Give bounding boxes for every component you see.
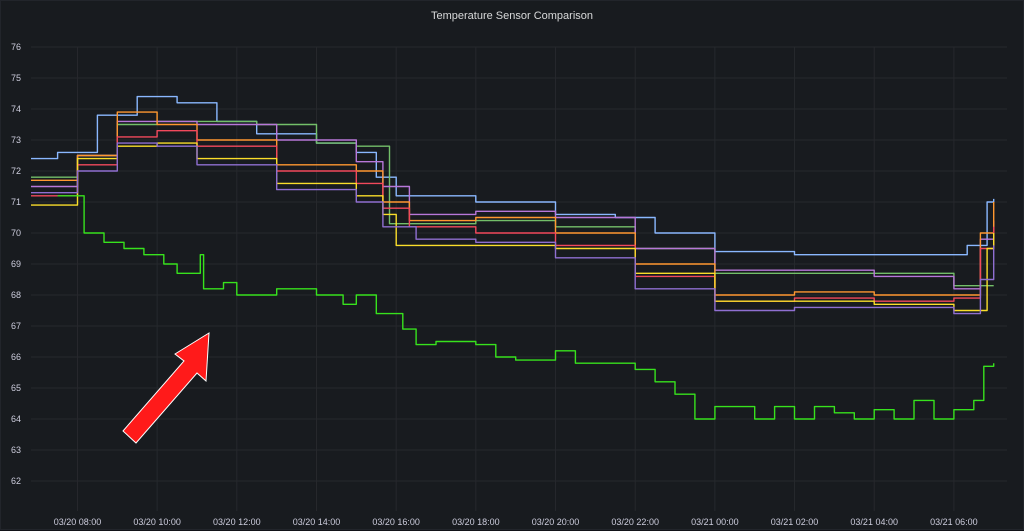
x-tick-label: 03/20 16:00 <box>372 517 420 527</box>
y-tick-label: 73 <box>11 135 21 145</box>
series-line-3 <box>31 120 995 290</box>
x-tick-label: 03/20 20:00 <box>532 517 580 527</box>
x-tick-label: 03/21 04:00 <box>850 517 898 527</box>
y-tick-label: 70 <box>11 228 21 238</box>
series-line-7 <box>31 142 995 315</box>
x-tick-label: 03/20 10:00 <box>133 517 181 527</box>
y-tick-label: 76 <box>11 42 21 52</box>
y-tick-label: 62 <box>11 476 21 486</box>
series-line-1 <box>31 95 995 256</box>
annotation-arrow <box>122 332 210 444</box>
y-axis-ticks: 62 63 64 65 66 67 68 69 70 71 72 73 74 75 76 <box>11 42 21 486</box>
x-tick-label: 03/20 22:00 <box>611 517 659 527</box>
series-line-4 <box>31 111 995 296</box>
y-tick-label: 69 <box>11 259 21 269</box>
x-axis-ticks: 03/20 08:00 03/20 10:00 03/20 12:00 03/20 1… <box>54 517 978 527</box>
chart-title: Temperature Sensor Comparison <box>430 10 594 22</box>
red-arrow-icon <box>122 332 210 444</box>
y-tick-label: 75 <box>11 73 21 83</box>
y-tick-label: 71 <box>11 197 21 207</box>
y-tick-label: 64 <box>11 414 21 424</box>
grid-lines <box>31 46 1007 511</box>
y-tick-label: 74 <box>11 104 21 114</box>
series-lines <box>31 95 995 420</box>
y-tick-label: 72 <box>11 166 21 176</box>
x-tick-label: 03/20 14:00 <box>293 517 341 527</box>
y-tick-label: 66 <box>11 352 21 362</box>
series-line-5 <box>31 130 995 302</box>
x-tick-label: 03/20 12:00 <box>213 517 261 527</box>
x-tick-label: 03/21 02:00 <box>771 517 819 527</box>
x-tick-label: 03/20 08:00 <box>54 517 102 527</box>
series-line-6 <box>31 142 995 312</box>
y-tick-label: 63 <box>11 445 21 455</box>
y-tick-label: 67 <box>11 321 21 331</box>
x-tick-label: 03/21 00:00 <box>691 517 739 527</box>
series-line-8 <box>57 195 995 420</box>
y-tick-label: 65 <box>11 383 21 393</box>
series-line-2 <box>31 120 994 287</box>
y-tick-label: 68 <box>11 290 21 300</box>
x-tick-label: 03/20 18:00 <box>452 517 500 527</box>
x-tick-label: 03/21 06:00 <box>930 517 978 527</box>
